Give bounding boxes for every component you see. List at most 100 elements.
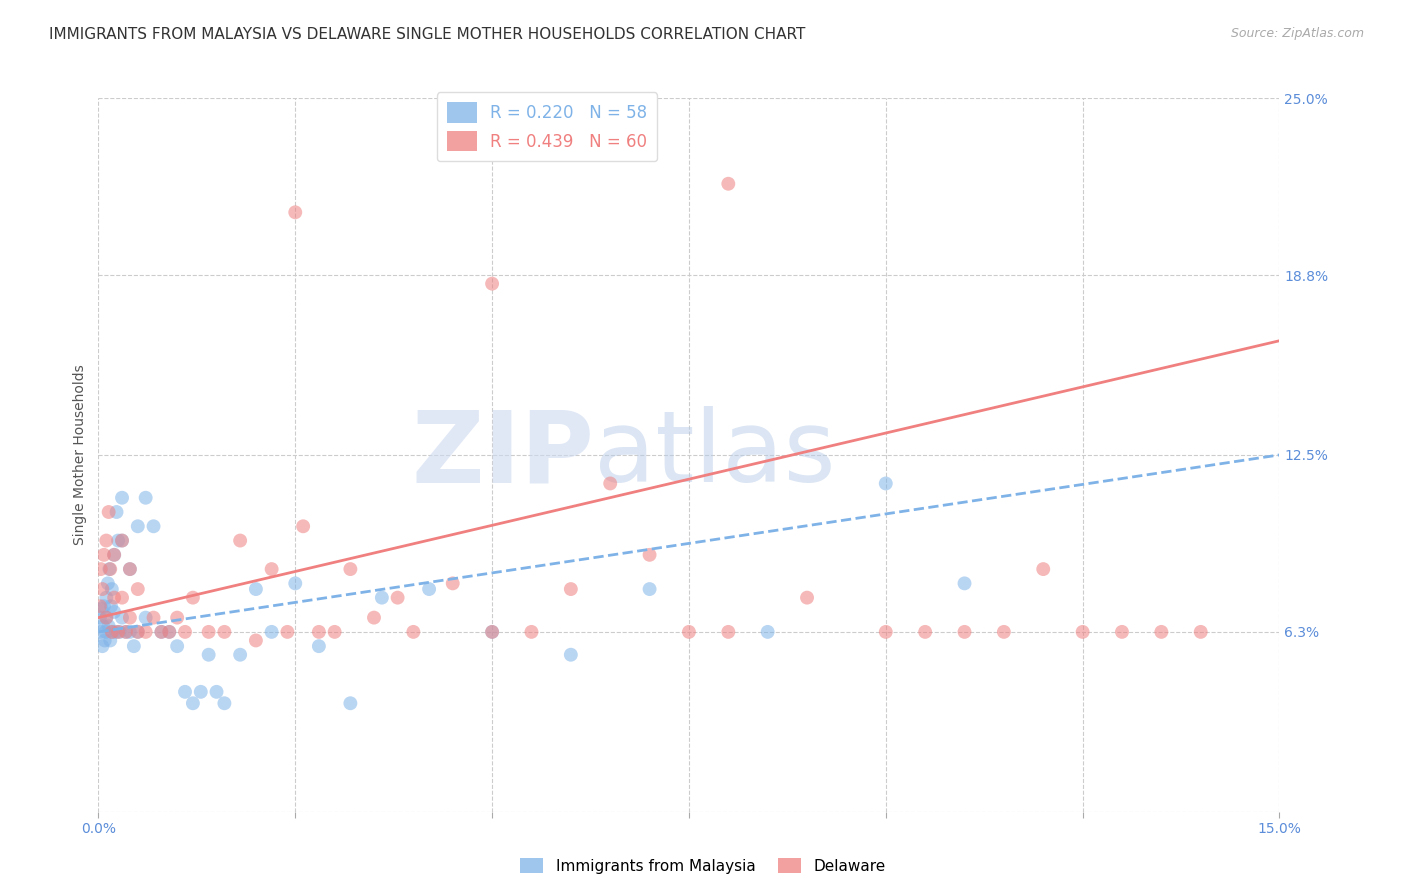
Point bbox=[101, 624, 124, 639]
Point bbox=[418, 582, 440, 596]
Text: IMMIGRANTS FROM MALAYSIA VS DELAWARE SINGLE MOTHER HOUSEHOLDS CORRELATION CHART: IMMIGRANTS FROM MALAYSIA VS DELAWARE SIN… bbox=[49, 27, 806, 42]
Point bbox=[260, 562, 283, 576]
Point bbox=[111, 491, 134, 505]
Point bbox=[122, 639, 145, 653]
Point bbox=[387, 591, 409, 605]
Y-axis label: Single Mother Households: Single Mother Households bbox=[73, 365, 87, 545]
Point bbox=[1032, 562, 1054, 576]
Point bbox=[93, 633, 115, 648]
Point bbox=[678, 624, 700, 639]
Point bbox=[150, 624, 173, 639]
Point bbox=[339, 696, 361, 710]
Point bbox=[953, 624, 976, 639]
Point bbox=[135, 624, 157, 639]
Point bbox=[104, 624, 127, 639]
Point bbox=[875, 624, 897, 639]
Point bbox=[875, 476, 897, 491]
Point bbox=[308, 639, 330, 653]
Point bbox=[135, 610, 157, 624]
Point bbox=[93, 599, 115, 614]
Point bbox=[111, 591, 134, 605]
Point bbox=[1150, 624, 1173, 639]
Point bbox=[157, 624, 180, 639]
Point bbox=[105, 505, 128, 519]
Point bbox=[150, 624, 173, 639]
Point bbox=[560, 648, 582, 662]
Point bbox=[481, 624, 503, 639]
Point bbox=[756, 624, 779, 639]
Point bbox=[1071, 624, 1094, 639]
Point bbox=[276, 624, 298, 639]
Point bbox=[181, 696, 204, 710]
Point bbox=[441, 576, 464, 591]
Point bbox=[135, 491, 157, 505]
Point bbox=[717, 177, 740, 191]
Point bbox=[91, 582, 114, 596]
Point bbox=[402, 624, 425, 639]
Point bbox=[111, 610, 134, 624]
Point bbox=[96, 533, 118, 548]
Point bbox=[599, 476, 621, 491]
Point bbox=[98, 633, 121, 648]
Point bbox=[111, 533, 134, 548]
Point bbox=[638, 582, 661, 596]
Text: ZIP: ZIP bbox=[412, 407, 595, 503]
Point bbox=[284, 576, 307, 591]
Point bbox=[363, 610, 385, 624]
Point bbox=[284, 205, 307, 219]
Point bbox=[323, 624, 346, 639]
Point bbox=[90, 562, 112, 576]
Point bbox=[94, 624, 117, 639]
Point bbox=[97, 619, 120, 633]
Point bbox=[308, 624, 330, 639]
Point bbox=[157, 624, 180, 639]
Point bbox=[638, 548, 661, 562]
Point bbox=[1189, 624, 1212, 639]
Point bbox=[205, 685, 228, 699]
Point bbox=[339, 562, 361, 576]
Point bbox=[127, 519, 149, 533]
Point bbox=[142, 610, 165, 624]
Point bbox=[101, 624, 124, 639]
Point bbox=[118, 562, 141, 576]
Point bbox=[111, 533, 134, 548]
Legend: Immigrants from Malaysia, Delaware: Immigrants from Malaysia, Delaware bbox=[515, 852, 891, 880]
Point bbox=[174, 624, 197, 639]
Point bbox=[118, 624, 141, 639]
Point bbox=[90, 624, 112, 639]
Point bbox=[107, 533, 129, 548]
Point bbox=[96, 610, 118, 624]
Point bbox=[98, 562, 121, 576]
Point bbox=[96, 591, 118, 605]
Point bbox=[993, 624, 1015, 639]
Point bbox=[166, 639, 188, 653]
Point bbox=[127, 582, 149, 596]
Point bbox=[97, 576, 120, 591]
Point bbox=[229, 533, 252, 548]
Point bbox=[91, 639, 114, 653]
Point bbox=[108, 624, 131, 639]
Point bbox=[245, 582, 267, 596]
Point bbox=[214, 624, 236, 639]
Text: Source: ZipAtlas.com: Source: ZipAtlas.com bbox=[1230, 27, 1364, 40]
Text: atlas: atlas bbox=[595, 407, 837, 503]
Point bbox=[142, 519, 165, 533]
Point bbox=[197, 624, 219, 639]
Legend: R = 0.220   N = 58, R = 0.439   N = 60: R = 0.220 N = 58, R = 0.439 N = 60 bbox=[437, 92, 658, 161]
Point bbox=[166, 610, 188, 624]
Point bbox=[118, 562, 141, 576]
Point bbox=[89, 610, 111, 624]
Point bbox=[93, 548, 115, 562]
Point bbox=[197, 648, 219, 662]
Point bbox=[89, 599, 111, 614]
Point bbox=[174, 685, 197, 699]
Point bbox=[914, 624, 936, 639]
Point bbox=[127, 624, 149, 639]
Point bbox=[98, 562, 121, 576]
Point bbox=[181, 591, 204, 605]
Point bbox=[103, 605, 125, 619]
Point bbox=[96, 610, 118, 624]
Point bbox=[103, 591, 125, 605]
Point bbox=[90, 602, 112, 616]
Point bbox=[371, 591, 394, 605]
